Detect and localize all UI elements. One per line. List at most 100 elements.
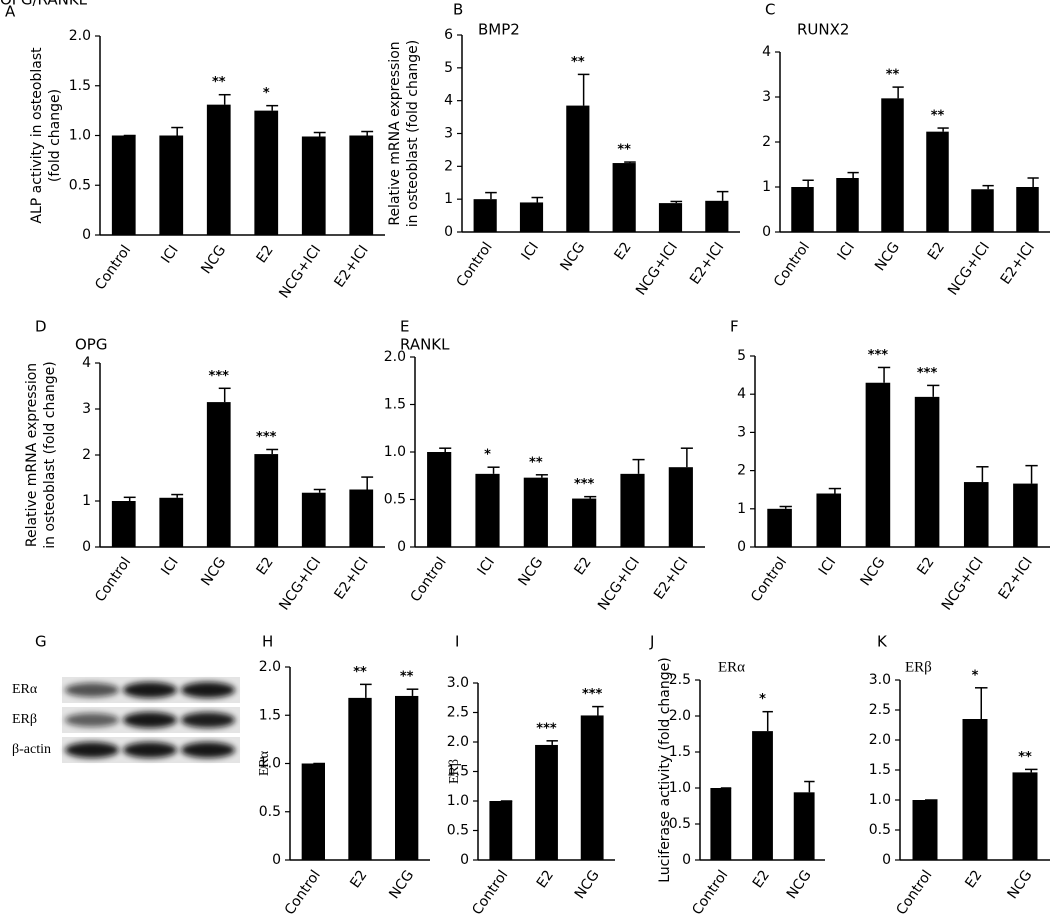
bar bbox=[523, 477, 548, 547]
significance: * bbox=[972, 668, 979, 683]
blot-band bbox=[181, 742, 235, 758]
bar bbox=[475, 473, 500, 547]
x-tick-label: E2 bbox=[534, 867, 557, 891]
blot-band bbox=[65, 713, 119, 727]
bar bbox=[705, 200, 729, 232]
x-tick-label: NCG bbox=[557, 239, 588, 274]
significance: *** bbox=[582, 687, 603, 702]
y-axis-label: in osteoblast (fold change) bbox=[405, 40, 421, 228]
chart-title: OPG bbox=[75, 336, 107, 354]
x-tick-label: Control bbox=[469, 867, 511, 918]
y-axis-label: in osteoblast (fold change) bbox=[42, 361, 58, 549]
bar bbox=[301, 763, 325, 860]
y-axis-label: ERα bbox=[257, 750, 272, 776]
y-tick-label: 1.0 bbox=[259, 756, 281, 772]
x-tick-label: NCG+ICI bbox=[276, 554, 324, 613]
x-tick-label: Control bbox=[454, 239, 496, 290]
bar bbox=[159, 135, 184, 235]
y-tick-label: 1.0 bbox=[69, 128, 91, 144]
chart-title: RUNX2 bbox=[797, 21, 849, 39]
panel-letter: A bbox=[5, 3, 16, 21]
bar bbox=[566, 105, 590, 232]
y-tick-label: 2 bbox=[762, 134, 771, 150]
y-tick-label: 0.5 bbox=[384, 492, 406, 508]
bar bbox=[572, 498, 597, 547]
y-tick-label: 0 bbox=[397, 539, 406, 555]
x-tick-label: E2+ICI bbox=[996, 554, 1036, 602]
panel-letter: K bbox=[877, 633, 888, 651]
bar bbox=[971, 189, 994, 232]
bar bbox=[427, 452, 452, 547]
bar bbox=[816, 493, 842, 547]
panel: B BMP2 0 1 2 3 4 5 6 Relative mRNA expression in o… bbox=[387, 1, 740, 298]
bar bbox=[620, 473, 645, 547]
y-axis-label: Relative mRNA expression bbox=[24, 363, 40, 547]
y-tick-label: 1.5 bbox=[69, 78, 91, 94]
blot-band bbox=[181, 712, 235, 728]
bar bbox=[301, 136, 326, 235]
y-tick-label: 1 bbox=[762, 179, 771, 195]
bar bbox=[962, 719, 988, 860]
x-tick-label: NCG bbox=[784, 867, 815, 902]
significance: ** bbox=[529, 455, 543, 470]
significance: ** bbox=[353, 665, 367, 680]
x-tick-label: E2+ICI bbox=[331, 554, 371, 602]
panel: FOPG/RANKL012345ControlICI***NCG***E2NCG… bbox=[0, 0, 1050, 613]
blot-band bbox=[123, 682, 177, 698]
bar bbox=[395, 695, 419, 860]
x-tick-label: NCG bbox=[515, 554, 546, 589]
bar bbox=[349, 489, 374, 547]
y-tick-label: 2.0 bbox=[69, 28, 91, 44]
bar bbox=[301, 492, 326, 547]
x-tick-label: Control bbox=[282, 867, 324, 918]
bar bbox=[793, 792, 815, 860]
significance: ** bbox=[571, 55, 585, 70]
y-tick-label: 1.5 bbox=[259, 707, 281, 723]
x-tick-label: E2 bbox=[925, 239, 948, 263]
x-tick-label: NCG bbox=[198, 242, 229, 277]
blot-row-label: ERα bbox=[12, 682, 38, 697]
bar bbox=[912, 800, 938, 860]
y-tick-label: 0 bbox=[882, 852, 891, 868]
x-tick-label: NCG bbox=[386, 867, 417, 902]
bar bbox=[668, 467, 693, 547]
bar bbox=[206, 402, 231, 547]
significance: *** bbox=[256, 430, 277, 445]
x-tick-label: Control bbox=[748, 554, 790, 605]
y-tick-label: 0.5 bbox=[669, 816, 691, 832]
significance: ** bbox=[212, 75, 226, 90]
chart-title: RANKL bbox=[400, 336, 450, 354]
x-tick-label: NCG bbox=[1005, 867, 1036, 902]
panel-letter: B bbox=[453, 1, 463, 19]
x-tick-label: Control bbox=[689, 867, 731, 918]
x-tick-label: ICI bbox=[519, 239, 542, 263]
x-tick-label: E2 bbox=[914, 554, 937, 578]
x-tick-label: ICI bbox=[816, 554, 839, 578]
y-tick-label: 0 bbox=[460, 852, 469, 868]
y-tick-label: 2.0 bbox=[447, 734, 469, 750]
bar bbox=[1016, 187, 1039, 232]
chart-title: ERα bbox=[718, 659, 745, 675]
panel: K ERβ 0 0.5 1.0 1.5 2.0 2.5 3.0 Control * E2 ** NCG bbox=[869, 633, 1050, 918]
panel: D OPG 0 1 2 3 4 Relative mRNA expression in oste… bbox=[24, 318, 385, 613]
bar bbox=[473, 199, 497, 232]
bar bbox=[926, 131, 949, 232]
x-tick-label: NCG bbox=[198, 554, 229, 589]
y-tick-label: 0 bbox=[682, 852, 691, 868]
blot-band bbox=[65, 742, 119, 758]
y-tick-label: 0 bbox=[444, 224, 453, 240]
y-tick-label: 1.5 bbox=[447, 764, 469, 780]
significance: ** bbox=[400, 670, 414, 685]
y-tick-label: 2.5 bbox=[869, 702, 891, 718]
x-tick-label: NCG+ICI bbox=[633, 239, 681, 298]
y-tick-label: 3.0 bbox=[869, 672, 891, 688]
bar bbox=[791, 187, 814, 232]
y-tick-label: 2 bbox=[82, 447, 91, 463]
panel-letter: G bbox=[35, 633, 47, 651]
bar bbox=[254, 110, 279, 235]
panel-letter: I bbox=[455, 633, 459, 651]
